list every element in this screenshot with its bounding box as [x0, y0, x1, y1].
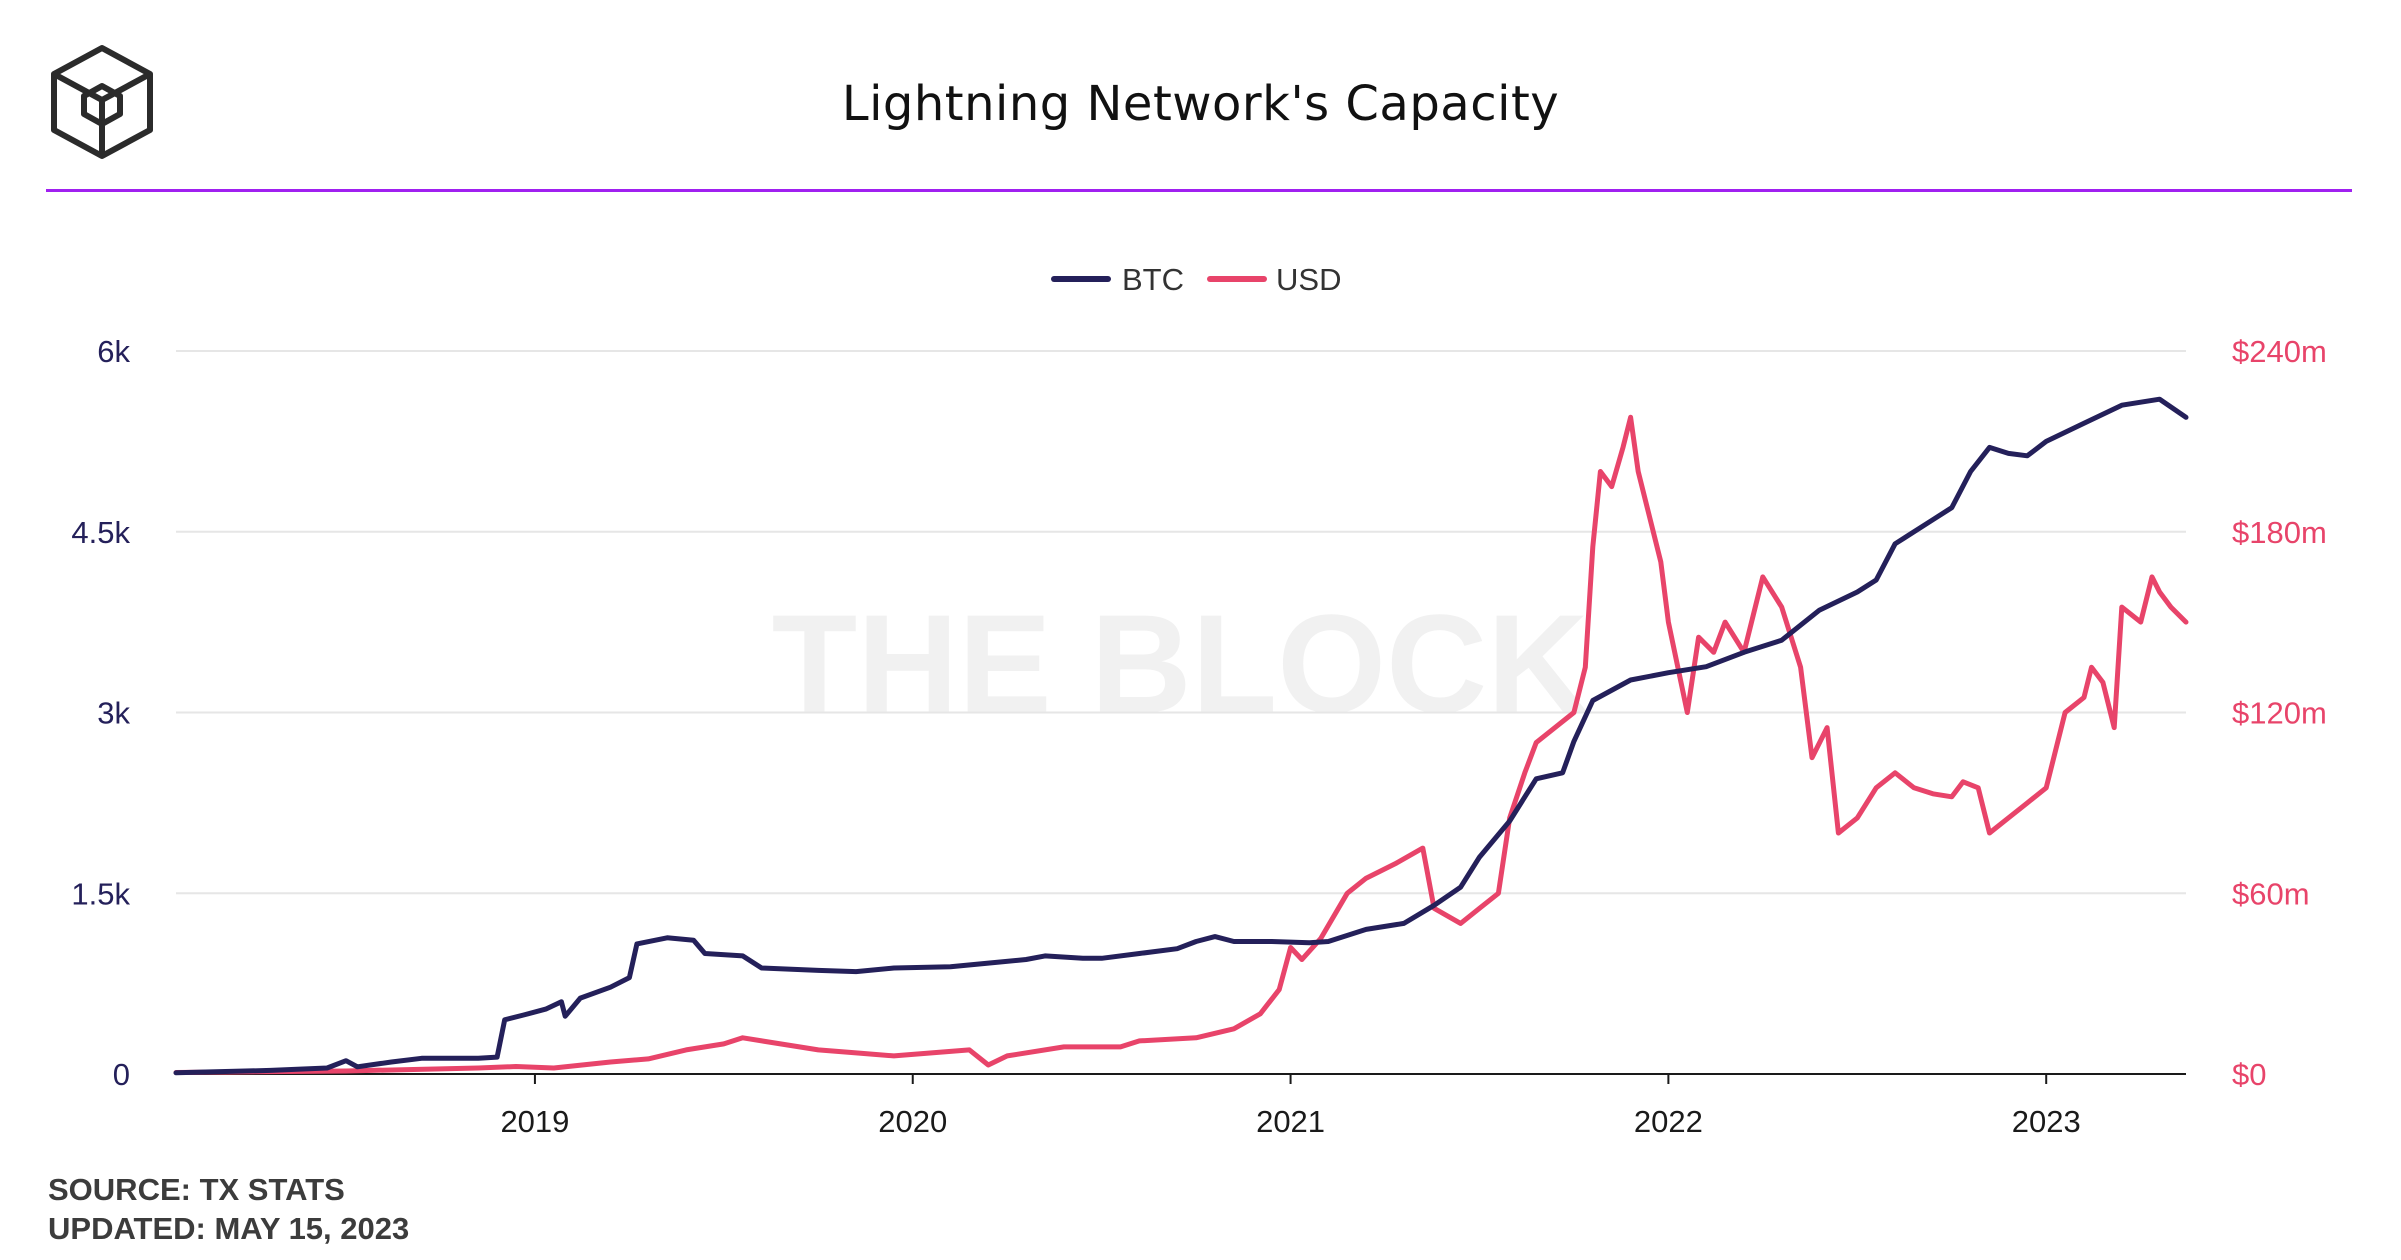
- the-block-cube-logo-icon: [51, 45, 153, 159]
- x-tick-label: 2021: [1256, 1104, 1325, 1139]
- series-lines: [173, 396, 2189, 1076]
- source-text: SOURCE: TX STATS: [48, 1172, 345, 1207]
- x-tick-label: 2023: [2012, 1104, 2081, 1139]
- left-tick-label: 4.5k: [71, 515, 130, 550]
- right-tick-label: $0: [2232, 1057, 2266, 1092]
- watermark-text: THE BLOCK: [772, 585, 1589, 742]
- left-axis-ticks: 0 1.5k 3k 4.5k 6k: [71, 334, 130, 1092]
- chart-title: Lightning Network's Capacity: [841, 76, 1560, 132]
- header-divider: [46, 189, 2352, 192]
- right-tick-label: $240m: [2232, 334, 2327, 369]
- right-tick-label: $120m: [2232, 696, 2327, 731]
- left-tick-label: 0: [113, 1057, 130, 1092]
- legend-label-usd[interactable]: USD: [1276, 262, 1341, 297]
- legend: BTC USD: [1051, 262, 1341, 297]
- right-tick-label: $60m: [2232, 876, 2310, 911]
- series-line-btc[interactable]: [173, 396, 2189, 1076]
- legend-label-btc[interactable]: BTC: [1122, 262, 1184, 297]
- series-line-usd[interactable]: [173, 414, 2189, 1075]
- left-tick-label: 3k: [97, 696, 130, 731]
- x-tick-label: 2022: [1634, 1104, 1703, 1139]
- x-tick-label: 2020: [878, 1104, 947, 1139]
- left-tick-label: 6k: [97, 334, 130, 369]
- source-footer: SOURCE: TX STATS UPDATED: MAY 15, 2023: [48, 1170, 409, 1248]
- left-tick-label: 1.5k: [71, 876, 130, 911]
- gridlines: [176, 350, 2186, 895]
- right-tick-label: $180m: [2232, 515, 2327, 550]
- right-axis-ticks: $0 $60m $120m $180m $240m: [2232, 334, 2327, 1092]
- x-tick-label: 2019: [500, 1104, 569, 1139]
- x-axis-ticks: 2019 2020 2021 2022 2023: [500, 1074, 2081, 1139]
- updated-text: UPDATED: MAY 15, 2023: [48, 1211, 410, 1246]
